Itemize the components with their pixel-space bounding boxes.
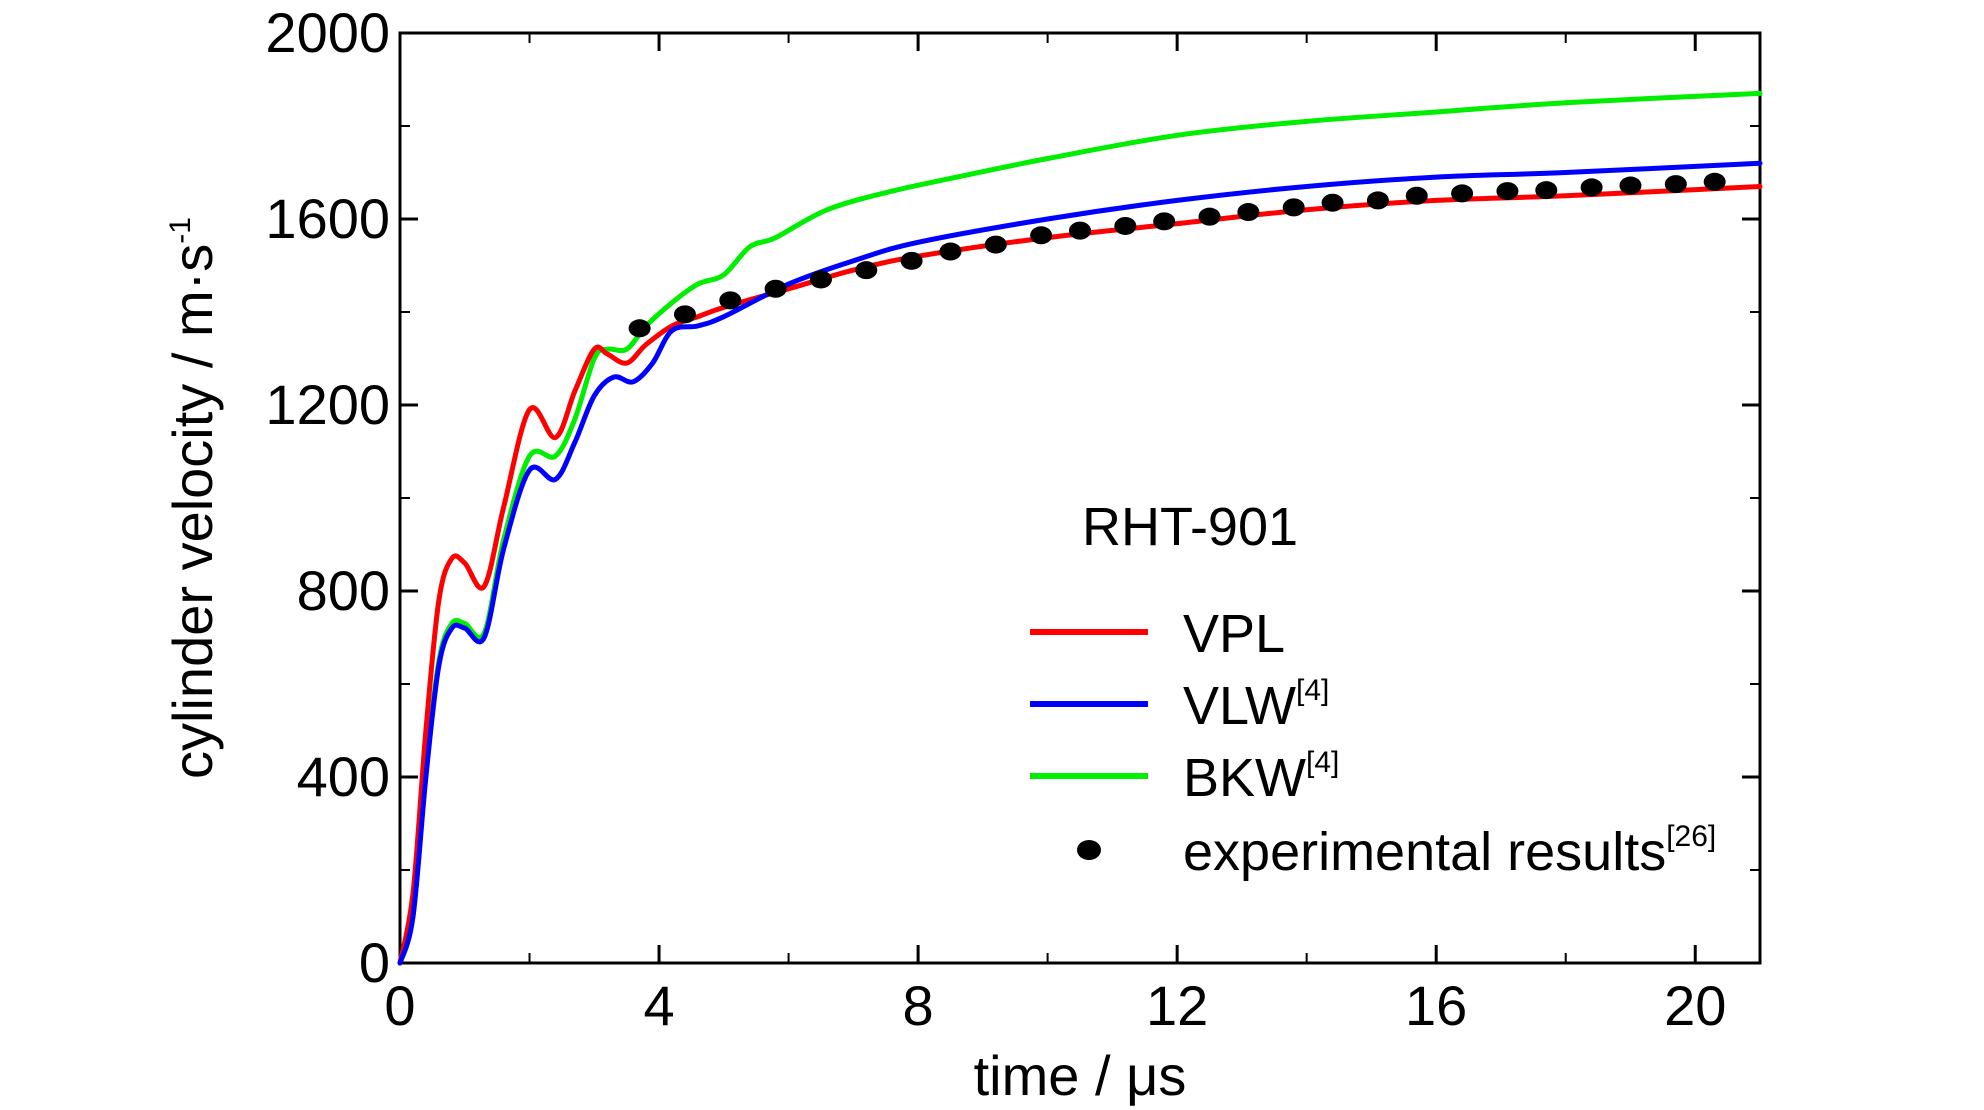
legend-experimental-name: experimental results: [1183, 822, 1666, 882]
legend-vlw-ref: [4]: [1296, 674, 1329, 707]
scatter-points: [628, 172, 1726, 338]
y-tick-label: 1600: [265, 187, 390, 250]
experimental-point: [855, 261, 878, 280]
legend-label-vlw: VLW[4]: [1183, 674, 1329, 736]
experimental-point: [673, 305, 696, 324]
series-line-vlw: [397, 160, 1763, 966]
experimental-point: [1619, 176, 1642, 195]
y-tick-label: 0: [359, 931, 390, 994]
y-tick-label: 1200: [265, 373, 390, 436]
legend-bkw-name: BKW: [1183, 748, 1306, 808]
legend-label-bkw: BKW[4]: [1183, 746, 1339, 808]
experimental-point: [809, 270, 832, 289]
experimental-point: [764, 279, 787, 298]
experimental-point: [1405, 186, 1428, 205]
y-tick-label: 800: [297, 559, 390, 622]
experimental-point: [1114, 216, 1137, 235]
x-tick-label: 20: [1664, 974, 1726, 1037]
legend: VPL VLW[4] BKW[4] experimental results[2…: [1030, 604, 1716, 882]
x-tick-label: 0: [384, 974, 415, 1037]
experimental-point: [1237, 203, 1260, 222]
experimental-point: [1664, 175, 1687, 194]
legend-marker-experimental: [1077, 840, 1101, 860]
experimental-point: [1496, 182, 1519, 201]
experimental-point: [1282, 198, 1305, 217]
experimental-point: [939, 242, 962, 261]
y-tick-label: 400: [297, 745, 390, 808]
experimental-point: [1703, 172, 1726, 191]
y-axis-title-main: cylinder velocity / m·s: [161, 244, 224, 779]
x-tick-labels: 0 4 8 12 16 20: [384, 974, 1726, 1037]
y-tick-label: 2000: [265, 1, 390, 64]
experimental-point: [1030, 226, 1053, 245]
experimental-point: [1451, 184, 1474, 203]
experimental-point: [1069, 221, 1091, 240]
y-tick-labels: 0 400 800 1200 1600 2000: [265, 1, 390, 994]
legend-vpl-name: VPL: [1183, 604, 1285, 664]
experimental-point: [1153, 212, 1176, 231]
experimental-point: [1321, 193, 1344, 212]
experimental-point: [1198, 207, 1221, 226]
dataset-label: RHT-901: [1082, 497, 1298, 557]
x-tick-label: 16: [1405, 974, 1467, 1037]
experimental-point: [1366, 191, 1389, 210]
axis-ticks: [398, 31, 1760, 965]
legend-label-experimental: experimental results[26]: [1183, 820, 1716, 882]
x-tick-label: 4: [643, 974, 674, 1037]
y-axis-title-superscript: -1: [164, 217, 197, 244]
experimental-point: [1580, 178, 1603, 197]
legend-experimental-ref: [26]: [1666, 820, 1716, 853]
legend-label-vpl: VPL: [1183, 604, 1285, 664]
experimental-point: [719, 291, 742, 310]
legend-bkw-ref: [4]: [1306, 746, 1339, 779]
y-axis-title: cylinder velocity / m·s-1: [161, 217, 224, 779]
x-axis-title: time / μs: [974, 1044, 1187, 1107]
legend-vlw-name: VLW: [1183, 676, 1296, 736]
experimental-point: [900, 251, 923, 270]
x-tick-label: 8: [903, 974, 934, 1037]
experimental-point: [628, 319, 651, 338]
series-line-bkw: [397, 90, 1763, 966]
experimental-point: [1535, 181, 1558, 200]
experimental-point: [984, 235, 1007, 254]
x-tick-label: 12: [1146, 974, 1208, 1037]
